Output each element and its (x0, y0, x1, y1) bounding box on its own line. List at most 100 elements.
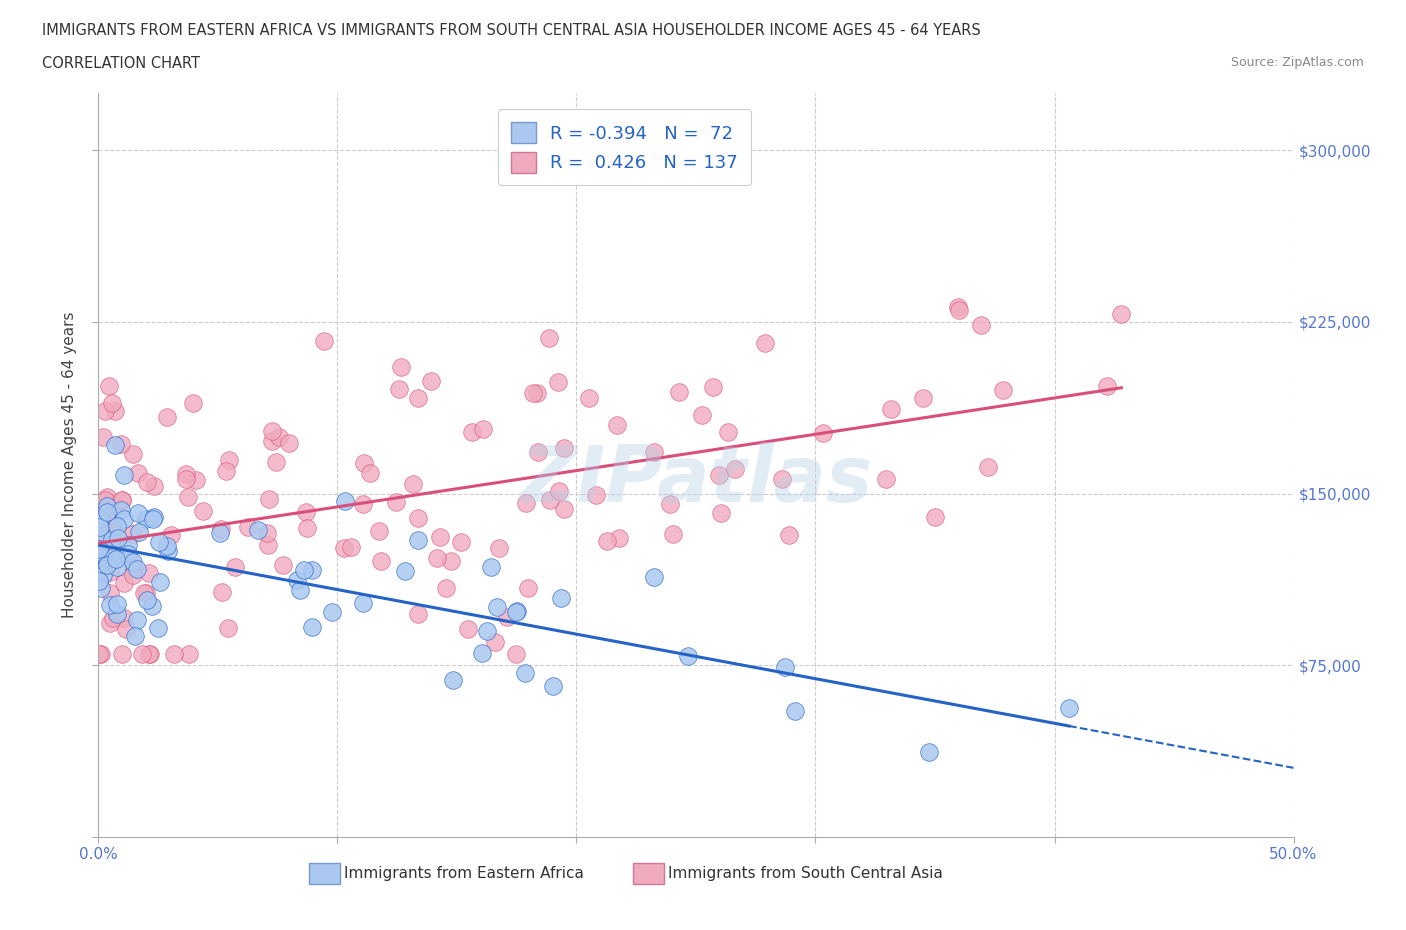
Point (112, 610, 135, 625)
Point (607, 530, 630, 545)
Point (142, 478, 165, 493)
Point (107, 607, 129, 622)
Point (340, 539, 363, 554)
Point (104, 438, 127, 453)
Point (104, 551, 127, 566)
Point (117, 547, 139, 562)
Point (658, 497, 681, 512)
Point (160, 528, 183, 543)
Point (368, 524, 391, 538)
Point (101, 396, 124, 411)
Text: Immigrants from Eastern Africa: Immigrants from Eastern Africa (344, 866, 585, 881)
Point (174, 466, 197, 481)
Point (138, 646, 160, 661)
Point (138, 565, 160, 580)
Point (439, 553, 461, 568)
Text: Immigrants from South Central Asia: Immigrants from South Central Asia (668, 866, 943, 881)
Point (101, 502, 124, 517)
Point (271, 558, 294, 573)
Point (429, 529, 451, 544)
Point (880, 401, 903, 416)
Point (488, 540, 510, 555)
Point (89, 545, 111, 560)
Point (295, 505, 318, 520)
Point (127, 466, 149, 481)
Point (177, 646, 200, 661)
Point (217, 620, 239, 635)
Point (176, 490, 198, 505)
Point (946, 299, 969, 314)
Point (124, 629, 146, 644)
Point (148, 535, 170, 550)
Point (457, 622, 479, 637)
Point (977, 459, 1000, 474)
Point (441, 672, 464, 687)
Point (135, 586, 157, 601)
Text: IMMIGRANTS FROM EASTERN AFRICA VS IMMIGRANTS FROM SOUTH CENTRAL ASIA HOUSEHOLDER: IMMIGRANTS FROM EASTERN AFRICA VS IMMIGR… (42, 23, 981, 38)
Point (287, 573, 309, 588)
Text: CORRELATION CHART: CORRELATION CHART (42, 56, 200, 71)
Point (186, 472, 208, 487)
Point (461, 424, 484, 439)
Point (595, 534, 617, 549)
Point (471, 645, 494, 660)
Point (215, 464, 238, 479)
Point (100, 531, 122, 546)
Point (394, 564, 416, 578)
Point (111, 493, 134, 508)
Point (91, 531, 114, 546)
Point (783, 703, 806, 718)
Point (724, 461, 747, 476)
Point (104, 515, 127, 530)
Point (585, 487, 607, 502)
Point (98, 565, 121, 579)
Point (90, 581, 112, 596)
Point (333, 493, 356, 508)
Point (389, 359, 412, 374)
Legend: R = -0.394   N =  72, R =  0.426   N = 137: R = -0.394 N = 72, R = 0.426 N = 137 (498, 110, 751, 185)
Point (122, 568, 145, 583)
Point (121, 446, 143, 461)
Point (142, 510, 165, 525)
Point (370, 553, 392, 568)
Point (269, 430, 291, 445)
Point (662, 526, 685, 541)
Point (578, 391, 600, 405)
Point (553, 501, 575, 516)
Point (553, 441, 575, 456)
Point (259, 492, 281, 507)
Point (425, 551, 447, 565)
Point (98, 379, 121, 393)
Point (94, 404, 117, 418)
Point (260, 434, 283, 449)
Point (122, 560, 145, 575)
Point (277, 436, 299, 451)
Point (676, 649, 699, 664)
Point (332, 540, 354, 555)
Point (948, 303, 970, 318)
Point (122, 527, 145, 542)
Point (142, 512, 165, 526)
Point (495, 609, 517, 624)
Point (90, 646, 112, 661)
Point (247, 523, 270, 538)
Point (125, 612, 148, 627)
Point (96, 489, 118, 504)
Point (702, 379, 724, 394)
Point (257, 538, 280, 552)
Point (406, 532, 429, 547)
Point (710, 505, 733, 520)
Point (115, 621, 138, 636)
Point (1057, 700, 1080, 715)
Point (111, 493, 134, 508)
Point (516, 580, 538, 595)
Point (91, 567, 114, 582)
Point (110, 502, 132, 517)
Point (162, 646, 184, 661)
Point (117, 538, 139, 552)
Point (149, 575, 172, 590)
Point (135, 512, 157, 526)
Point (301, 620, 323, 635)
Point (321, 604, 343, 619)
Point (127, 506, 149, 521)
